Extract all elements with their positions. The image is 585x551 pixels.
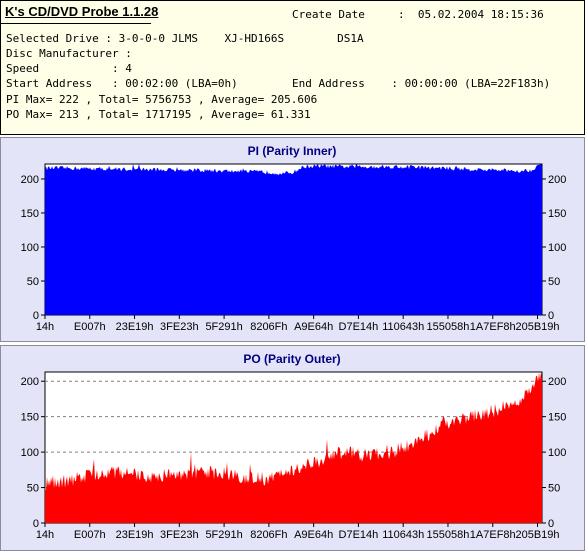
po-summary: PO Max= 213 , Total= 1717195 , Average= …: [6, 108, 311, 121]
y-tick-label-right: 150: [548, 208, 566, 220]
x-tick-label: 205B19h: [515, 529, 559, 541]
data-area: [45, 164, 542, 315]
disc-manufacturer: Disc Manufacturer :: [6, 47, 132, 60]
x-tick-label: 110643h: [382, 321, 424, 333]
y-tick-label-left: 50: [27, 483, 39, 495]
pi-chart-panel: PI (Parity Inner) 0 0 50 50 100 100 150 150 200 20…: [0, 137, 585, 342]
end-address: End Address : 00:00:00 (LBA=22F183h): [292, 77, 551, 90]
data-area: [45, 372, 542, 523]
x-tick-label: 1A7EF8h: [470, 529, 516, 541]
x-tick-label: E007h: [74, 529, 106, 541]
x-tick-label: 155058h: [427, 321, 470, 333]
x-tick-label: 5F291h: [205, 529, 242, 541]
x-tick-label: 23E19h: [116, 321, 154, 333]
y-tick-label-left: 100: [21, 447, 39, 459]
x-tick-label: 23E19h: [116, 529, 154, 541]
x-tick-label: 3FE23h: [160, 321, 199, 333]
create-date-value: : 05.02.2004 18:15:36: [398, 8, 544, 21]
x-tick-label: 8206Fh: [250, 529, 287, 541]
y-tick-label-left: 0: [33, 310, 39, 322]
x-tick-label: 5F291h: [205, 321, 242, 333]
y-tick-label-right: 100: [548, 242, 566, 254]
y-tick-label-left: 100: [21, 242, 39, 254]
app-title: K's CD/DVD Probe 1.1.28: [5, 4, 159, 19]
speed: Speed : 4: [6, 62, 132, 75]
x-tick-label: 155058h: [427, 529, 470, 541]
x-tick-label: 14h: [36, 529, 54, 541]
start-address: Start Address : 00:02:00 (LBA=0h): [6, 77, 238, 90]
x-tick-label: 14h: [36, 321, 54, 333]
x-tick-label: 3FE23h: [160, 529, 199, 541]
x-tick-label: E007h: [74, 321, 106, 333]
x-tick-label: 110643h: [382, 529, 424, 541]
y-tick-label-right: 50: [548, 276, 560, 288]
x-tick-label: D7E14h: [339, 321, 379, 333]
x-tick-label: D7E14h: [339, 529, 379, 541]
pi-chart: PI (Parity Inner) 0 0 50 50 100 100 150 150 200 20…: [21, 144, 567, 333]
po-chart: PO (Parity Outer) 0 0 50 50 100 100 150 150 200 20…: [21, 352, 567, 541]
selected-drive: Selected Drive : 3-0-0-0 JLMS XJ-HD166S …: [6, 32, 364, 45]
y-tick-label-left: 150: [21, 412, 39, 424]
x-tick-label: 205B19h: [515, 321, 559, 333]
x-tick-label: 1A7EF8h: [470, 321, 516, 333]
y-tick-label-right: 0: [548, 518, 554, 530]
po-chart-panel: PO (Parity Outer) 0 0 50 50 100 100 150 150 200 20…: [0, 345, 585, 551]
x-tick-label: A9E64h: [294, 321, 333, 333]
info-panel: K's CD/DVD Probe 1.1.28 Create Date : 05…: [0, 0, 585, 135]
y-tick-label-left: 50: [27, 276, 39, 288]
x-tick-label: 8206Fh: [250, 321, 287, 333]
create-date-label: Create Date: [292, 8, 365, 21]
y-tick-label-right: 150: [548, 412, 566, 424]
y-tick-label-left: 200: [21, 174, 39, 186]
x-tick-label: A9E64h: [294, 529, 333, 541]
y-tick-label-left: 200: [21, 376, 39, 388]
y-tick-label-right: 200: [548, 376, 566, 388]
y-tick-label-right: 100: [548, 447, 566, 459]
y-tick-label-right: 0: [548, 310, 554, 322]
chart-title: PO (Parity Outer): [243, 352, 340, 366]
pi-summary: PI Max= 222 , Total= 5756753 , Average= …: [6, 93, 318, 106]
chart-title: PI (Parity Inner): [248, 144, 337, 158]
y-tick-label-left: 0: [33, 518, 39, 530]
y-tick-label-right: 50: [548, 483, 560, 495]
title-underline: [1, 23, 151, 24]
y-tick-label-left: 150: [21, 208, 39, 220]
y-tick-label-right: 200: [548, 174, 566, 186]
